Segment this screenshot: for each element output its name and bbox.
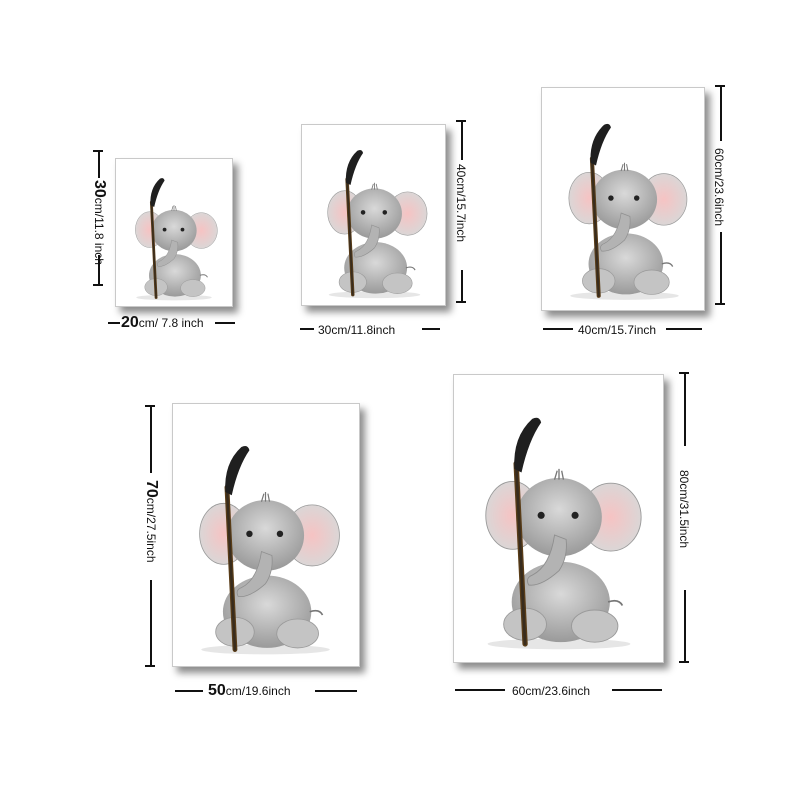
- height-label: 80cm/31.5inch: [675, 470, 693, 548]
- tick: [456, 301, 466, 303]
- elephant-artwork-image: [542, 88, 704, 310]
- width-label: 20cm/ 7.8 inch: [121, 314, 204, 332]
- width-label: 30cm/11.8inch: [318, 321, 395, 339]
- height-label: 40cm/15.7inch: [452, 164, 470, 242]
- height-dimension-line: [98, 255, 100, 285]
- height-label-rest: cm/27.5inch: [144, 497, 158, 563]
- elephant-artwork-image: [325, 148, 429, 301]
- print-20x30: [115, 158, 233, 307]
- print-60x80: [453, 374, 664, 663]
- width-label-rest: 30cm/11.8inch: [318, 323, 396, 337]
- elephant-artwork-image: [454, 375, 663, 662]
- width-label-big: 20: [121, 314, 139, 331]
- tick: [93, 150, 103, 152]
- width-dimension-line: [300, 328, 314, 330]
- height-label-big: 30: [91, 180, 108, 198]
- width-dimension-line: [175, 690, 203, 692]
- tick: [145, 665, 155, 667]
- print-50x70: [172, 403, 360, 667]
- width-label: 40cm/15.7inch: [578, 321, 656, 339]
- height-dimension-line: [150, 405, 152, 473]
- elephant-artwork-image: [173, 404, 359, 666]
- height-dimension-line: [461, 120, 463, 160]
- tick: [93, 284, 103, 286]
- elephant-artwork-image: [133, 176, 219, 302]
- height-label: 30cm/11.8 inch: [90, 180, 108, 265]
- width-dimension-line: [422, 328, 440, 330]
- print-30x40: [301, 124, 446, 306]
- tick: [715, 303, 725, 305]
- print-40x60: [541, 87, 705, 311]
- width-dimension-line: [612, 689, 662, 691]
- width-dimension-line: [215, 322, 235, 324]
- width-label: 50cm/19.6inch: [208, 682, 291, 700]
- width-dimension-line: [108, 322, 120, 324]
- tick: [145, 405, 155, 407]
- height-label-rest: 60cm/23.6inch: [712, 148, 726, 227]
- width-dimension-line: [666, 328, 702, 330]
- width-dimension-line: [543, 328, 573, 330]
- height-dimension-line: [720, 85, 722, 141]
- height-dimension-line: [461, 270, 463, 302]
- height-dimension-line: [98, 150, 100, 178]
- height-dimension-line: [150, 580, 152, 666]
- width-label-rest: cm/19.6inch: [225, 684, 291, 698]
- width-dimension-line: [315, 690, 357, 692]
- height-dimension-line: [720, 232, 722, 304]
- height-dimension-line: [684, 590, 686, 662]
- height-dimension-line: [684, 372, 686, 446]
- height-label-rest: 40cm/15.7inch: [454, 164, 468, 243]
- height-label-rest: cm/11.8 inch: [92, 197, 106, 265]
- height-label: 70cm/27.5inch: [142, 480, 160, 563]
- tick: [679, 372, 689, 374]
- width-label-rest: 60cm/23.6inch: [512, 684, 591, 698]
- tick: [456, 120, 466, 122]
- tick: [679, 661, 689, 663]
- height-label-rest: 80cm/31.5inch: [677, 470, 691, 549]
- tick: [715, 85, 725, 87]
- width-label: 60cm/23.6inch: [512, 682, 590, 700]
- height-label-big: 70: [143, 480, 160, 498]
- width-label-rest: 40cm/15.7inch: [578, 323, 657, 337]
- width-label-rest: cm/ 7.8 inch: [138, 316, 204, 330]
- width-label-big: 50: [208, 682, 226, 699]
- width-dimension-line: [455, 689, 505, 691]
- height-label: 60cm/23.6inch: [710, 148, 728, 226]
